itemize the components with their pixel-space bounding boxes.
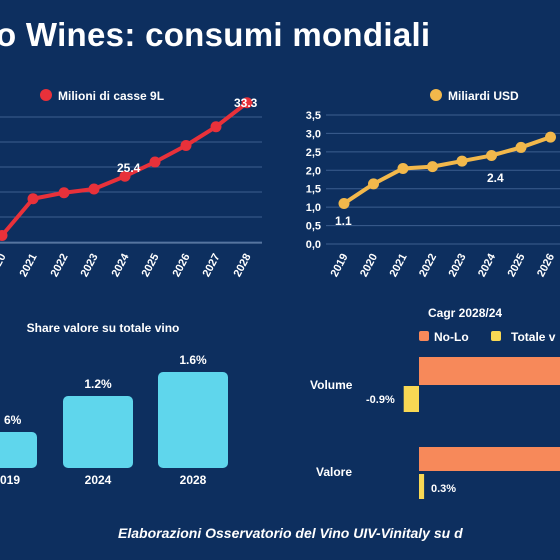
x-tick-label-cases: 2024 — [110, 251, 132, 279]
legend-marker-cases — [40, 89, 52, 101]
x-tick-label-cases: 2023 — [79, 252, 101, 279]
data-point-usd — [515, 141, 527, 153]
x-tick-label-cases: 2022 — [49, 252, 71, 279]
page-title: o Wines: consumi mondiali — [0, 16, 431, 53]
data-point-usd — [397, 162, 409, 174]
x-tick-label-usd: 2022 — [417, 252, 439, 279]
x-tick-label-usd: 2023 — [447, 252, 469, 279]
x-tick-label-usd: 2021 — [388, 252, 410, 279]
data-point-usd — [338, 197, 350, 209]
legend-label-totale: Totale v — [511, 330, 556, 344]
x-tick-label-usd: 2019 — [329, 252, 351, 279]
x-tick-label-cases: 2025 — [140, 252, 162, 279]
x-tick-label-cases: 2027 — [201, 252, 223, 279]
category-label-share: 2028 — [180, 473, 207, 487]
data-point-cases — [119, 170, 131, 182]
data-point-usd — [545, 131, 556, 143]
chart-title-share: Share valore su totale vino — [27, 321, 180, 335]
data-label-cases: 33.3 — [234, 96, 258, 110]
bar-label-totale: -0.9% — [366, 394, 395, 406]
category-label-share: 019 — [0, 473, 20, 487]
chart-title-cagr: Cagr 2028/24 — [428, 306, 502, 320]
y-tick-label-usd: 0,0 — [306, 239, 321, 251]
y-tick-label-usd: 2,5 — [306, 147, 321, 159]
legend-label-nolo: No-Lo — [434, 330, 469, 344]
bar-nolo-volume — [419, 357, 560, 385]
x-tick-label-cases: 2028 — [232, 252, 254, 279]
category-label-cagr: Volume — [310, 378, 353, 392]
legend-marker-usd — [430, 89, 442, 101]
x-tick-label-cases: 2026 — [171, 252, 193, 279]
data-point-cases — [0, 230, 8, 241]
data-point-cases — [149, 156, 161, 168]
category-label-share: 2024 — [85, 473, 112, 487]
x-tick-label-cases: 2021 — [18, 252, 40, 279]
y-tick-label-usd: 2,0 — [306, 165, 321, 177]
data-point-cases — [27, 193, 39, 205]
bar-label-share: 1.6% — [179, 353, 207, 367]
y-tick-label-usd: 3,5 — [306, 110, 321, 122]
legend-marker-totale — [491, 331, 501, 341]
bar-label-share: 6% — [4, 413, 22, 427]
bar-nolo-valore — [419, 447, 560, 471]
legend-marker-nolo — [419, 331, 429, 341]
data-label-usd: 1.1 — [335, 214, 352, 228]
x-tick-label-usd: 2020 — [358, 252, 380, 279]
data-point-usd — [427, 161, 438, 173]
data-point-cases — [241, 97, 253, 109]
data-point-cases — [58, 187, 70, 199]
y-tick-label-usd: 3,0 — [306, 128, 321, 140]
bar-share — [63, 396, 133, 468]
data-point-cases — [88, 183, 100, 195]
x-tick-label-usd: 2026 — [535, 252, 557, 279]
legend-label-usd: Miliardi USD — [448, 89, 519, 103]
data-point-usd — [456, 155, 468, 167]
data-point-usd — [368, 178, 379, 190]
bar-totale-volume — [403, 386, 419, 412]
category-label-cagr: Valore — [316, 465, 352, 479]
data-point-usd — [486, 150, 497, 162]
bar-share — [158, 372, 228, 468]
bar-label-share: 1.2% — [84, 377, 112, 391]
y-tick-label-usd: 0,5 — [306, 221, 321, 233]
bar-totale-valore — [419, 474, 425, 499]
x-tick-label-cases: 20 — [0, 252, 9, 268]
y-tick-label-usd: 1,5 — [306, 184, 321, 196]
data-point-cases — [180, 140, 192, 151]
data-point-cases — [210, 121, 222, 133]
x-tick-label-usd: 2025 — [506, 252, 528, 279]
data-label-usd: 2.4 — [487, 171, 504, 185]
y-tick-label-usd: 1,0 — [306, 202, 321, 214]
x-tick-label-usd: 2024 — [476, 251, 498, 279]
bar-label-totale: 0.3% — [431, 483, 456, 495]
data-label-cases: 25.4 — [117, 161, 141, 175]
legend-label-cases: Milioni di casse 9L — [58, 89, 164, 103]
bar-share — [0, 432, 37, 468]
source-footnote: Elaborazioni Osservatorio del Vino UIV-V… — [118, 525, 463, 541]
